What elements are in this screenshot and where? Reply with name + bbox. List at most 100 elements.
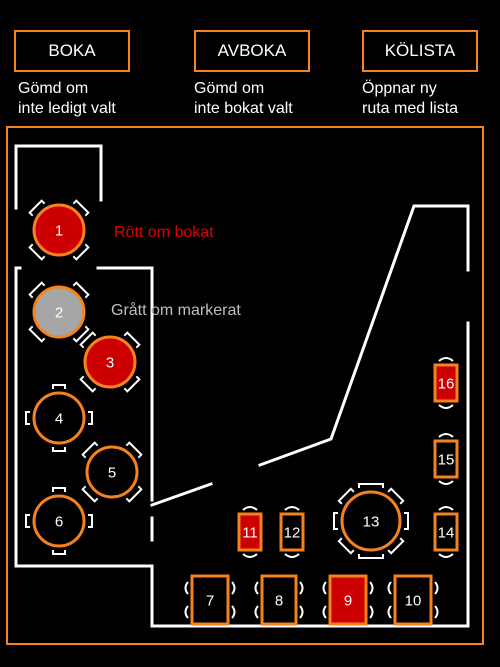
chair-icon <box>242 553 258 558</box>
table-number: 12 <box>284 525 301 542</box>
chair-icon <box>337 537 355 555</box>
chair-icon <box>387 581 392 595</box>
chair-icon <box>88 411 93 425</box>
legend-selected: Grått om markerat <box>111 301 241 319</box>
legend-booked: Rött om bokat <box>114 224 214 241</box>
chair-icon <box>438 480 454 485</box>
table-number: 7 <box>206 593 214 610</box>
chair-icon <box>72 199 90 217</box>
chair-icon <box>404 512 409 530</box>
table-shape <box>32 203 86 257</box>
avboka-button[interactable]: AVBOKA <box>194 30 310 72</box>
table-15[interactable]: 15 <box>433 433 459 485</box>
table-5[interactable]: 5 <box>81 441 143 503</box>
chair-icon <box>254 605 259 619</box>
table-11[interactable]: 11 <box>237 506 263 558</box>
table-shape <box>433 439 459 479</box>
chair-icon <box>28 281 46 299</box>
kolista-hint-line2: ruta med lista <box>362 100 459 117</box>
chair-icon <box>28 325 46 343</box>
table-shape <box>85 445 139 499</box>
chair-icon <box>231 605 236 619</box>
floor-plan-frame <box>6 126 484 645</box>
chair-icon <box>358 554 384 559</box>
chair-icon <box>369 581 374 595</box>
table-number: 3 <box>106 355 114 372</box>
avboka-hint-line2: inte bokat valt <box>194 100 293 117</box>
chair-icon <box>438 553 454 558</box>
chair-icon <box>72 325 90 343</box>
wall-diagonal-long <box>258 204 470 467</box>
table-10[interactable]: 10 <box>387 574 439 626</box>
chair-icon <box>231 581 236 595</box>
chair-icon <box>123 331 141 349</box>
boka-button[interactable]: BOKA <box>14 30 130 72</box>
wall-right-lower <box>150 321 470 628</box>
chair-icon <box>125 485 143 503</box>
chair-icon <box>81 485 99 503</box>
table-12[interactable]: 12 <box>279 506 305 558</box>
table-7[interactable]: 7 <box>184 574 236 626</box>
wall-top-left <box>14 144 103 202</box>
chair-icon <box>254 581 259 595</box>
chair-icon <box>387 537 405 555</box>
table-14[interactable]: 14 <box>433 506 459 558</box>
table-4[interactable]: 4 <box>25 384 93 452</box>
boka-hint-line1: Gömd om <box>18 80 89 97</box>
kolista-button[interactable]: KÖLISTA <box>362 30 478 72</box>
table-shape <box>237 512 263 552</box>
table-8[interactable]: 8 <box>254 574 304 626</box>
table-number: 11 <box>242 525 258 542</box>
chair-icon <box>79 375 97 393</box>
boka-hint-line2: inte ledigt valt <box>18 100 116 117</box>
chair-icon <box>438 433 454 438</box>
chair-icon <box>284 553 300 558</box>
chair-icon <box>369 605 374 619</box>
table-2[interactable]: 2 <box>28 281 90 343</box>
table-9[interactable]: 9 <box>322 574 374 626</box>
chair-icon <box>333 512 338 530</box>
chair-icon <box>434 605 439 619</box>
table-shape <box>433 512 459 552</box>
kolista-hint: Öppnar ny ruta med lista <box>362 79 458 119</box>
wall-left-lower <box>14 266 154 580</box>
table-shape <box>83 335 137 389</box>
table-number: 9 <box>344 593 352 610</box>
table-shape <box>340 490 402 552</box>
chair-icon <box>322 581 327 595</box>
table-13[interactable]: 13 <box>333 483 409 559</box>
chair-icon <box>52 384 66 389</box>
table-shape <box>433 363 459 403</box>
table-number: 2 <box>55 305 63 322</box>
chair-icon <box>52 447 66 452</box>
chair-icon <box>52 550 66 555</box>
table-number: 13 <box>363 514 380 531</box>
table-number: 15 <box>438 452 455 469</box>
table-3[interactable]: 3 <box>79 331 141 393</box>
table-1[interactable]: 1 <box>28 199 90 261</box>
table-shape <box>328 574 368 626</box>
chair-icon <box>184 581 189 595</box>
table-shape <box>190 574 230 626</box>
table-number: 1 <box>55 223 63 240</box>
chair-icon <box>299 605 304 619</box>
table-number: 14 <box>438 525 455 542</box>
chair-icon <box>242 506 258 511</box>
chair-icon <box>438 506 454 511</box>
wall-diagonal-short <box>150 482 213 507</box>
chair-icon <box>387 487 405 505</box>
table-number: 5 <box>108 465 116 482</box>
table-16[interactable]: 16 <box>433 357 459 409</box>
chair-icon <box>438 357 454 362</box>
table-shape <box>32 494 86 548</box>
chair-icon <box>81 441 99 459</box>
chair-icon <box>438 404 454 409</box>
table-shape <box>32 285 86 339</box>
table-6[interactable]: 6 <box>25 487 93 555</box>
chair-icon <box>28 199 46 217</box>
table-shape <box>393 574 433 626</box>
kolista-hint-line1: Öppnar ny <box>362 80 437 97</box>
boka-hint: Gömd om inte ledigt valt <box>18 79 116 119</box>
